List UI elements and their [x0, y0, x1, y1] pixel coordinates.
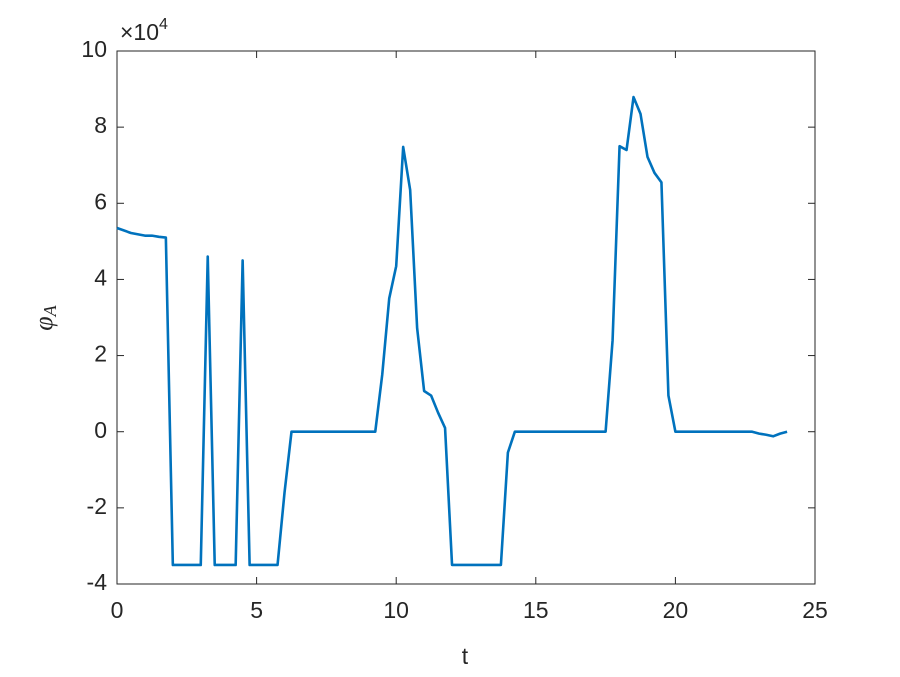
plot-frame — [116, 50, 816, 585]
y-tick-label: -4 — [87, 569, 108, 595]
y-tick-label: 8 — [94, 112, 107, 138]
y-axis-label-sub: A — [40, 304, 60, 317]
x-tick-label: 15 — [523, 597, 549, 623]
data-line — [116, 95, 788, 567]
y-tick-label: 10 — [81, 36, 107, 62]
y-axis-label: φA — [29, 304, 60, 330]
x-tick-label: 10 — [383, 597, 409, 623]
y-axis-label-main: φ — [29, 316, 58, 330]
y-tick-label: 2 — [94, 341, 107, 367]
y-tick-label: -2 — [87, 493, 107, 519]
y-multiplier: ×104 — [120, 16, 168, 45]
y-tick-label: 6 — [94, 188, 107, 214]
y-tick-label: 4 — [94, 265, 107, 291]
x-tick-label: 5 — [250, 597, 263, 623]
y-axis-label-group: φA — [29, 304, 60, 330]
y-multiplier-base: ×10 — [120, 19, 159, 45]
x-tick-label: 25 — [802, 597, 828, 623]
y-tick-label: 0 — [94, 417, 107, 443]
x-tick-label: 0 — [111, 597, 124, 623]
y-multiplier-exponent: 4 — [159, 16, 168, 33]
x-tick-label: 20 — [663, 597, 689, 623]
x-axis-label: t — [462, 643, 469, 669]
